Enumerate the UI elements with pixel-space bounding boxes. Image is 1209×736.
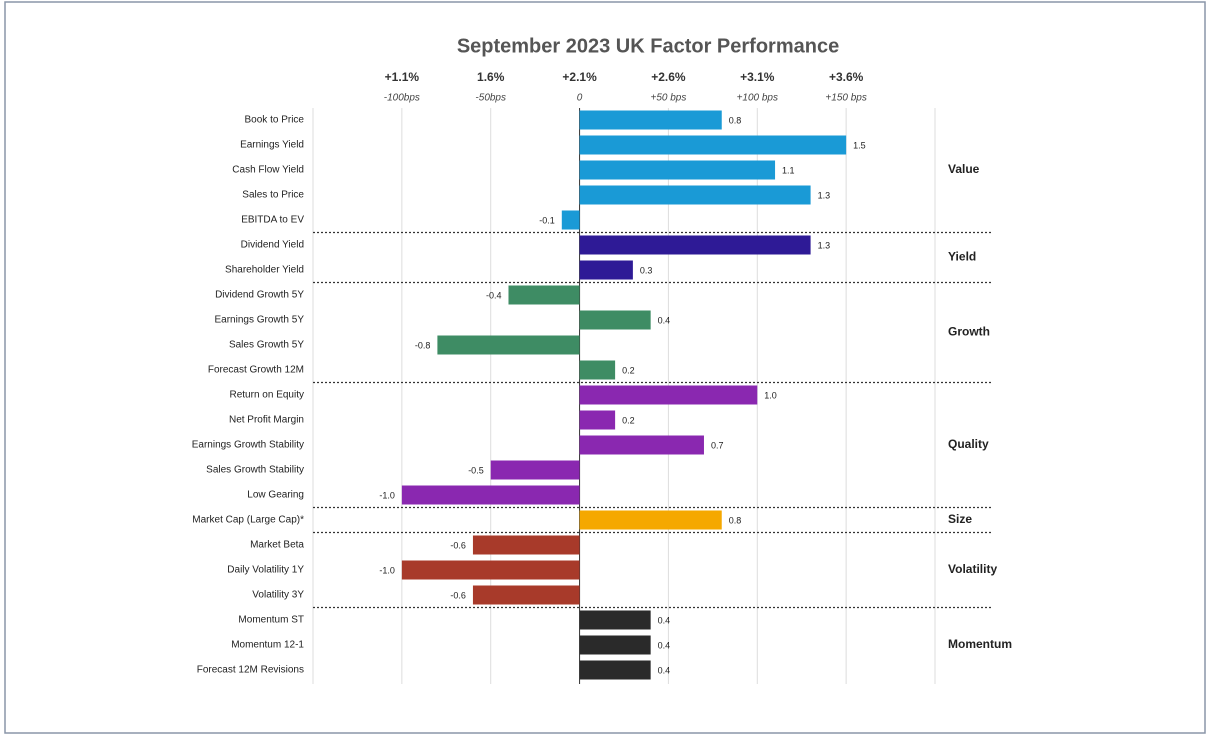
- value-label: 1.3: [818, 190, 831, 200]
- value-label: -0.6: [450, 540, 466, 550]
- value-label: -1.0: [379, 565, 395, 575]
- bar: [490, 460, 580, 480]
- x-tick-sublabel: 0: [577, 93, 583, 104]
- bar: [472, 535, 580, 555]
- bar: [579, 410, 616, 430]
- value-label: 0.4: [658, 315, 671, 325]
- category-label: Return on Equity: [230, 390, 305, 401]
- value-label: 1.1: [782, 165, 795, 175]
- bar: [579, 610, 651, 630]
- bar: [579, 510, 722, 530]
- bar: [472, 585, 580, 605]
- value-label: 0.4: [658, 665, 671, 675]
- group-label: Yield: [948, 250, 976, 264]
- bar: [579, 110, 722, 130]
- value-label: 0.3: [640, 265, 653, 275]
- value-label: 0.8: [729, 515, 742, 525]
- category-label: Shareholder Yield: [225, 265, 304, 276]
- category-label: Low Gearing: [247, 490, 304, 501]
- value-label: 1.3: [818, 240, 831, 250]
- group-label: Growth: [948, 325, 990, 339]
- bar: [579, 235, 811, 255]
- bar: [579, 435, 704, 455]
- group-label: Size: [948, 512, 972, 526]
- x-tick-label: +3.1%: [740, 70, 775, 84]
- value-label: 0.4: [658, 615, 671, 625]
- value-label: 0.8: [729, 115, 742, 125]
- category-label: Volatility 3Y: [252, 590, 304, 601]
- value-label: -0.8: [415, 340, 431, 350]
- x-tick-sublabel: -100bps: [384, 93, 420, 104]
- category-label: Forecast Growth 12M: [208, 365, 304, 376]
- category-label: Momentum ST: [238, 615, 304, 626]
- bar: [579, 385, 758, 405]
- x-tick-label: 1.6%: [477, 70, 505, 84]
- bar: [579, 310, 651, 330]
- bar: [579, 635, 651, 655]
- frame: [4, 1, 1206, 734]
- x-tick-sublabel: -50bps: [475, 93, 506, 104]
- category-label: Daily Volatility 1Y: [227, 565, 304, 576]
- value-label: -0.1: [539, 215, 555, 225]
- group-label: Volatility: [948, 562, 997, 576]
- x-tick-sublabel: +100 bps: [737, 93, 778, 104]
- category-label: Market Cap (Large Cap)*: [192, 515, 304, 526]
- value-label: 0.2: [622, 365, 635, 375]
- bar: [579, 360, 616, 380]
- group-label: Value: [948, 162, 980, 176]
- bar: [579, 185, 811, 205]
- category-label: Sales to Price: [242, 190, 304, 201]
- category-label: Net Profit Margin: [229, 415, 304, 426]
- value-label: 1.5: [853, 140, 866, 150]
- x-tick-sublabel: +150 bps: [825, 93, 866, 104]
- chart-title: September 2023 UK Factor Performance: [457, 35, 839, 57]
- bar: [579, 660, 651, 680]
- value-label: 0.4: [658, 640, 671, 650]
- category-label: Cash Flow Yield: [232, 165, 304, 176]
- value-label: 0.2: [622, 415, 635, 425]
- category-label: Sales Growth Stability: [206, 465, 304, 476]
- category-label: Earnings Growth Stability: [192, 440, 304, 451]
- category-label: Earnings Growth 5Y: [215, 315, 305, 326]
- category-label: Sales Growth 5Y: [229, 340, 304, 351]
- category-label: Dividend Yield: [241, 240, 304, 251]
- value-label: 1.0: [764, 390, 777, 400]
- group-label: Quality: [948, 437, 989, 451]
- bar: [437, 335, 580, 355]
- category-label: Forecast 12M Revisions: [197, 665, 304, 676]
- category-label: Dividend Growth 5Y: [215, 290, 304, 301]
- bar: [401, 560, 580, 580]
- category-label: Earnings Yield: [240, 140, 304, 151]
- category-label: Momentum 12-1: [231, 640, 304, 651]
- bar: [401, 485, 580, 505]
- value-label: -0.5: [468, 465, 484, 475]
- x-tick-label: +2.6%: [651, 70, 686, 84]
- bar: [579, 135, 847, 155]
- category-label: Market Beta: [250, 540, 304, 551]
- category-label: EBITDA to EV: [241, 215, 304, 226]
- x-tick-label: +1.1%: [385, 70, 420, 84]
- group-label: Momentum: [948, 637, 1012, 651]
- x-tick-label: +2.1%: [562, 70, 597, 84]
- value-label: 0.7: [711, 440, 724, 450]
- value-label: -0.4: [486, 290, 502, 300]
- x-tick-label: +3.6%: [829, 70, 864, 84]
- bar: [579, 260, 633, 280]
- bar: [561, 210, 580, 230]
- x-tick-sublabel: +50 bps: [650, 93, 686, 104]
- bar: [579, 160, 776, 180]
- value-label: -0.6: [450, 590, 466, 600]
- value-label: -1.0: [379, 490, 395, 500]
- bar: [508, 285, 580, 305]
- category-label: Book to Price: [245, 115, 305, 126]
